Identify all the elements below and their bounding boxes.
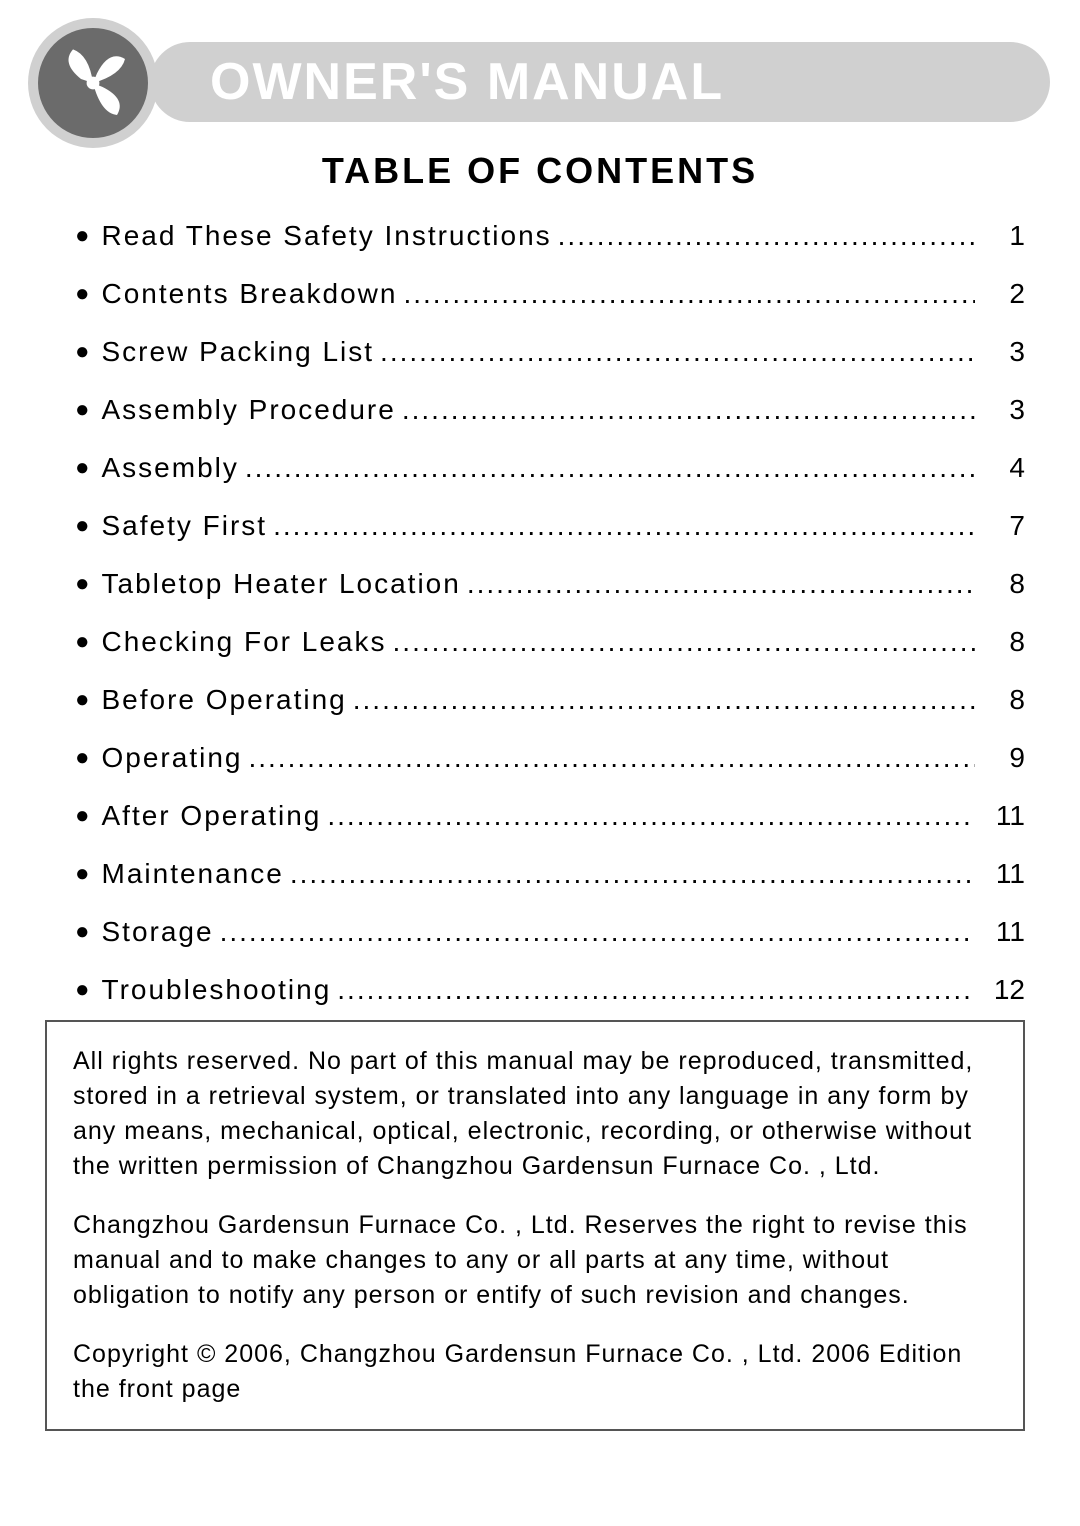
bullet-icon: ●	[75, 454, 90, 482]
dot-leader: ........................................…	[214, 916, 975, 948]
toc-label: Checking For Leaks	[102, 626, 387, 658]
header-bar: OWNER'S MANUAL	[150, 42, 1050, 122]
toc-page: 4	[975, 452, 1025, 484]
toc-row: ● Checking For Leaks ...................…	[75, 626, 1025, 658]
toc-page: 11	[975, 858, 1025, 890]
notice-paragraph: All rights reserved. No part of this man…	[73, 1044, 997, 1184]
dot-leader: ........................................…	[552, 220, 975, 252]
dot-leader: ........................................…	[321, 800, 975, 832]
toc-page: 11	[975, 800, 1025, 832]
toc-page: 2	[975, 278, 1025, 310]
dot-leader: ........................................…	[461, 568, 975, 600]
logo-inner-circle	[38, 28, 148, 138]
toc-row: ● Maintenance ..........................…	[75, 858, 1025, 890]
dot-leader: ........................................…	[397, 278, 975, 310]
bullet-icon: ●	[75, 280, 90, 308]
bullet-icon: ●	[75, 512, 90, 540]
toc-page: 12	[975, 974, 1025, 1006]
dot-leader: ........................................…	[374, 336, 975, 368]
bullet-icon: ●	[75, 222, 90, 250]
bullet-icon: ●	[75, 744, 90, 772]
dot-leader: ........................................…	[284, 858, 975, 890]
toc-page: 8	[975, 568, 1025, 600]
toc-row: ● After Operating ......................…	[75, 800, 1025, 832]
toc-page: 3	[975, 394, 1025, 426]
toc-row: ● Assembly Procedure ...................…	[75, 394, 1025, 426]
copyright-notice: All rights reserved. No part of this man…	[45, 1020, 1025, 1431]
logo	[28, 18, 158, 148]
toc-row: ● Screw Packing List ...................…	[75, 336, 1025, 368]
toc-label: Safety First	[102, 510, 268, 542]
notice-paragraph: Changzhou Gardensun Furnace Co. , Ltd. R…	[73, 1208, 997, 1313]
header-title: OWNER'S MANUAL	[210, 52, 724, 112]
fan-icon	[53, 43, 133, 123]
toc-row: ● Storage ..............................…	[75, 916, 1025, 948]
toc-label: Assembly	[102, 452, 239, 484]
toc-page: 1	[975, 220, 1025, 252]
toc-page: 9	[975, 742, 1025, 774]
toc-row: ● Safety First .........................…	[75, 510, 1025, 542]
bullet-icon: ●	[75, 860, 90, 888]
bullet-icon: ●	[75, 570, 90, 598]
toc-page: 11	[975, 916, 1025, 948]
bullet-icon: ●	[75, 338, 90, 366]
toc-label: Tabletop Heater Location	[102, 568, 461, 600]
bullet-icon: ●	[75, 918, 90, 946]
dot-leader: ........................................…	[347, 684, 975, 716]
toc-label: After Operating	[102, 800, 322, 832]
toc-page: 8	[975, 626, 1025, 658]
notice-paragraph: Copyright © 2006, Changzhou Gardensun Fu…	[73, 1337, 997, 1407]
bullet-icon: ●	[75, 396, 90, 424]
bullet-icon: ●	[75, 628, 90, 656]
toc-row: ● Read These Safety Instructions .......…	[75, 220, 1025, 252]
dot-leader: ........................................…	[387, 626, 975, 658]
toc-row: ● Troubleshooting ......................…	[75, 974, 1025, 1006]
toc-page: 7	[975, 510, 1025, 542]
toc-label: Troubleshooting	[102, 974, 332, 1006]
dot-leader: ........................................…	[239, 452, 975, 484]
toc-label: Screw Packing List	[102, 336, 375, 368]
toc-row: ● Before Operating .....................…	[75, 684, 1025, 716]
toc-row: ● Tabletop Heater Location .............…	[75, 568, 1025, 600]
toc-page: 8	[975, 684, 1025, 716]
bullet-icon: ●	[75, 802, 90, 830]
toc-label: Read These Safety Instructions	[102, 220, 552, 252]
dot-leader: ........................................…	[242, 742, 975, 774]
toc-label: Before Operating	[102, 684, 347, 716]
dot-leader: ........................................…	[396, 394, 975, 426]
toc-row: ● Assembly .............................…	[75, 452, 1025, 484]
bullet-icon: ●	[75, 976, 90, 1004]
toc-page: 3	[975, 336, 1025, 368]
toc-label: Assembly Procedure	[102, 394, 396, 426]
toc-label: Operating	[102, 742, 243, 774]
bullet-icon: ●	[75, 686, 90, 714]
dot-leader: ........................................…	[331, 974, 975, 1006]
dot-leader: ........................................…	[267, 510, 975, 542]
page-subtitle: TABLE OF CONTENTS	[0, 150, 1080, 192]
toc-label: Maintenance	[102, 858, 284, 890]
toc-label: Contents Breakdown	[102, 278, 398, 310]
table-of-contents: ● Read These Safety Instructions .......…	[75, 220, 1025, 1032]
toc-row: ● Operating ............................…	[75, 742, 1025, 774]
toc-row: ● Contents Breakdown ...................…	[75, 278, 1025, 310]
toc-label: Storage	[102, 916, 214, 948]
